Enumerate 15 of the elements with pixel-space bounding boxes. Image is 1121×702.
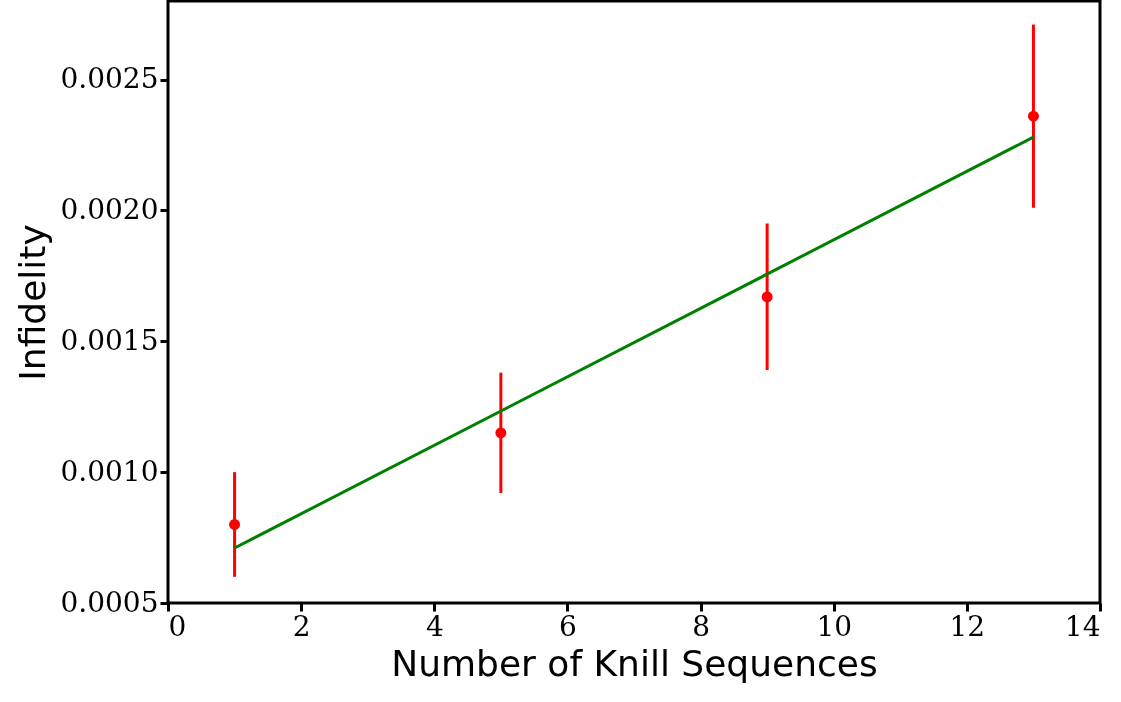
x-tick-label: 10 xyxy=(816,609,853,643)
x-tick-label: 14 xyxy=(1064,609,1101,643)
x-tick-label: 8 xyxy=(692,609,710,643)
x-tick-label: 6 xyxy=(559,609,577,643)
y-tick-label: 0.0010 xyxy=(60,454,159,488)
y-axis-title: Infidelity xyxy=(11,224,53,381)
x-tick-label: 12 xyxy=(949,609,986,643)
x-tick-label: 0 xyxy=(168,609,187,643)
y-tick-label: 0.0015 xyxy=(60,323,159,357)
y-tick-label: 0.0020 xyxy=(60,192,159,226)
y-tick-label: 0.0005 xyxy=(60,585,159,619)
y-tick-label: 0.0025 xyxy=(60,62,159,96)
x-tick-label: 2 xyxy=(292,609,311,643)
x-axis-title: Number of Knill Sequences xyxy=(391,642,878,684)
x-tick-label: 4 xyxy=(425,609,444,643)
